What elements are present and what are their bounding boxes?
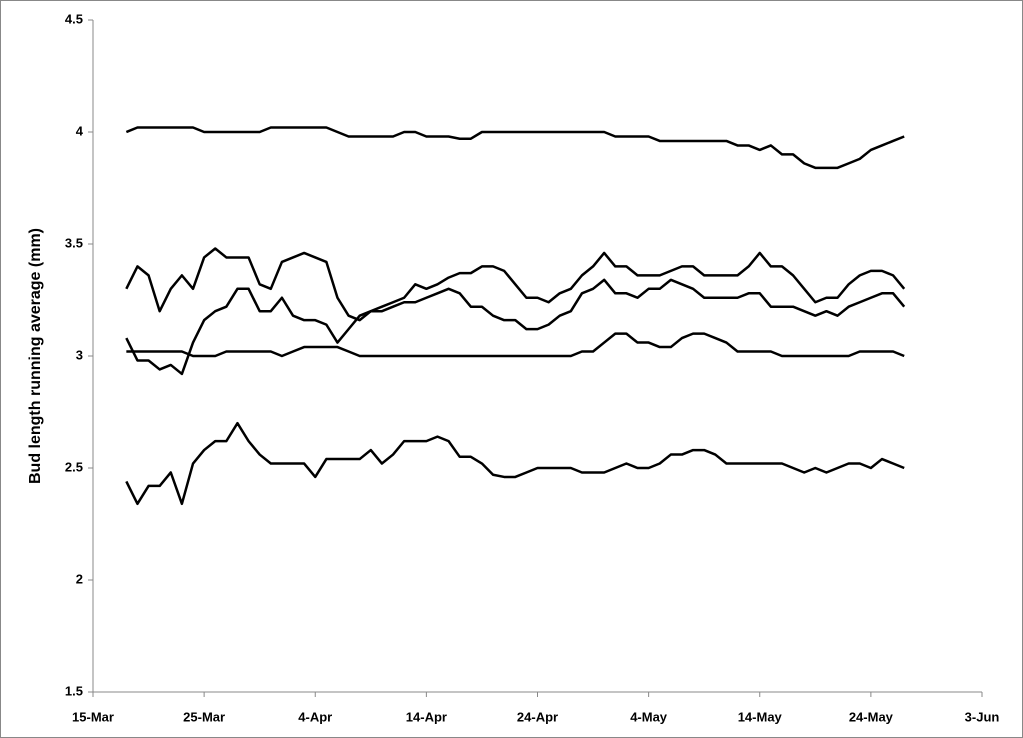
- y-tick-label: 3: [76, 347, 83, 362]
- x-tick-label: 24-May: [849, 709, 894, 724]
- x-tick-label: 15-Mar: [72, 709, 114, 724]
- x-tick-label: 14-Apr: [406, 709, 447, 724]
- y-tick-label: 4.5: [65, 11, 83, 26]
- series-line: [125, 278, 906, 376]
- x-tick-label: 24-Apr: [517, 709, 558, 724]
- y-tick-label: 1.5: [65, 683, 83, 698]
- y-tick-label: 4: [76, 123, 84, 138]
- y-tick-label: 3.5: [65, 235, 83, 250]
- series-line: [125, 126, 905, 170]
- y-tick-label: 2: [76, 571, 83, 586]
- x-tick-label: 4-Apr: [298, 709, 332, 724]
- x-tick-label: 25-Mar: [183, 709, 225, 724]
- y-axis-label: Bud length running average (mm): [27, 228, 44, 484]
- x-tick-label: 4-May: [630, 709, 668, 724]
- series-line: [126, 332, 905, 358]
- x-tick-label: 14-May: [738, 709, 783, 724]
- series-line: [125, 247, 906, 322]
- x-tick-label: 3-Jun: [965, 709, 1000, 724]
- y-tick-label: 2.5: [65, 459, 83, 474]
- series-line: [125, 421, 905, 506]
